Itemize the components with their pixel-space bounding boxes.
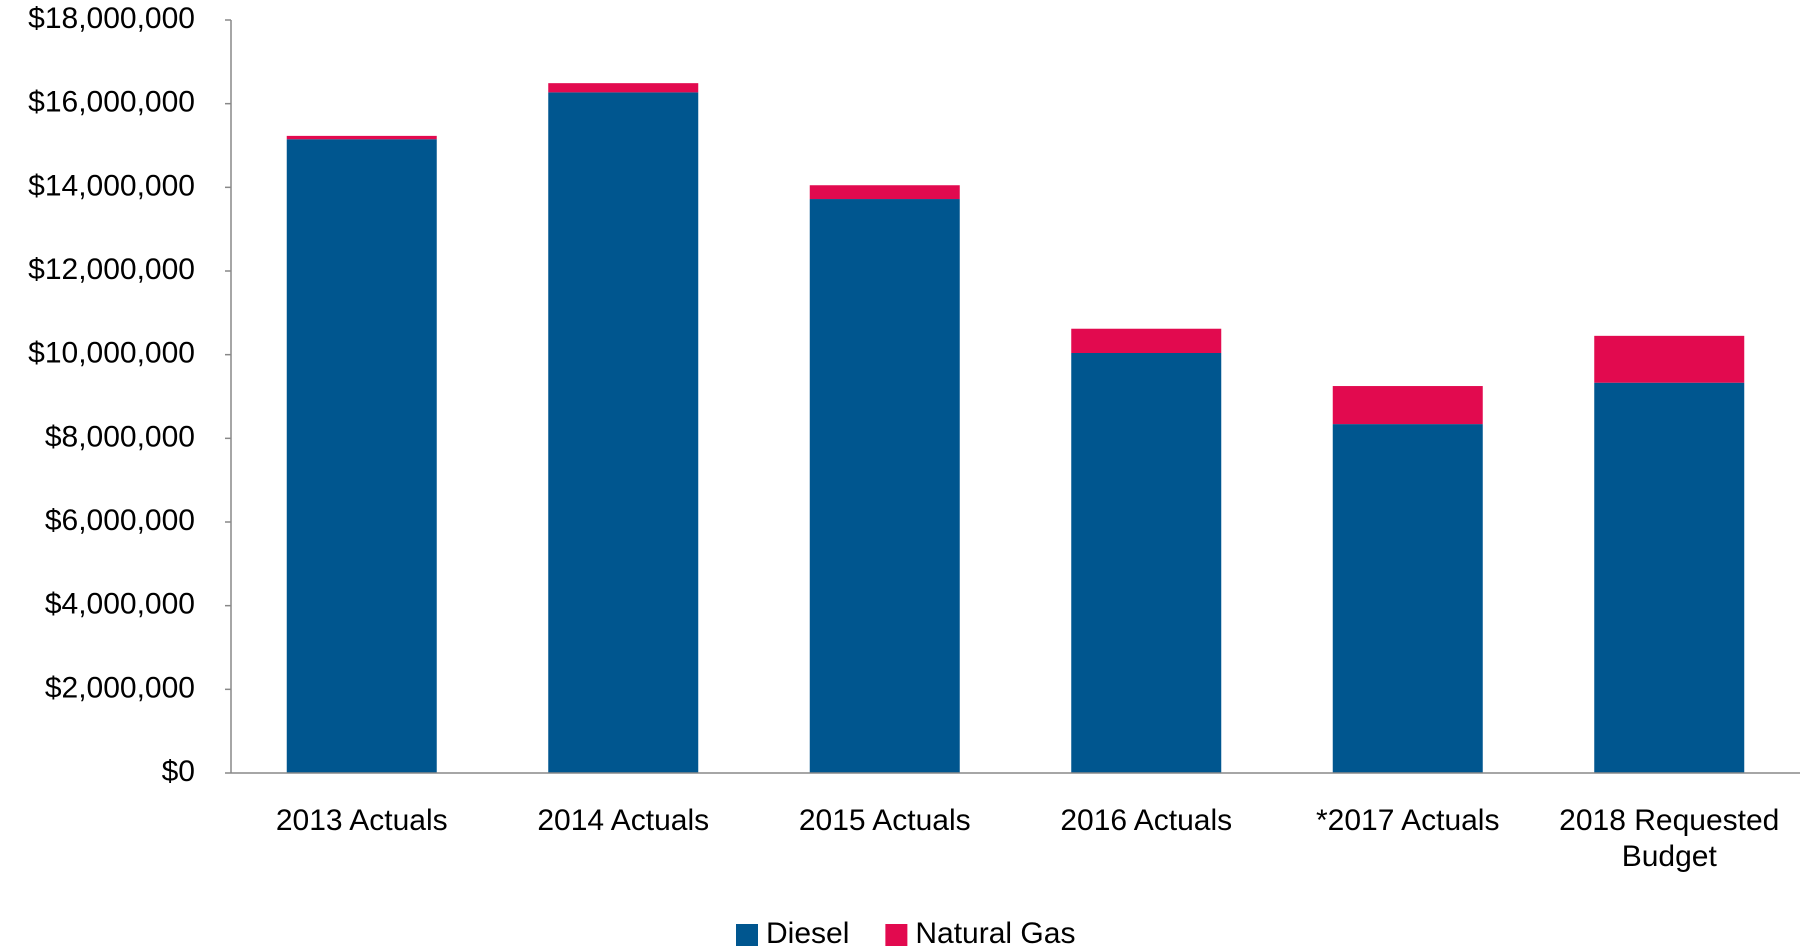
x-tick-label: *2017 Actuals [1316,804,1500,837]
x-tick-label: 2018 Requested Budget [1559,804,1780,873]
legend-label: Natural Gas [915,917,1075,950]
legend-swatch [885,924,908,946]
y-tick-label: $2,000,000 [45,671,195,704]
bar-segment [1332,424,1483,773]
bar-segment [809,185,960,200]
y-tick-label: $18,000,000 [28,2,195,35]
y-tick-label: $4,000,000 [45,588,195,621]
bar-segment [548,92,699,774]
y-tick-label: $12,000,000 [28,253,195,286]
y-tick-label: $14,000,000 [28,169,195,202]
legend-label: Diesel [766,917,849,950]
y-tick-label: $0 [162,755,195,788]
bar-segment [286,139,437,774]
y-tick-label: $16,000,000 [28,86,195,119]
bar-segment [1594,382,1745,773]
y-tick-label: $6,000,000 [45,504,195,537]
bar-segment [286,135,437,140]
x-tick-label: 2016 Actuals [1060,804,1233,837]
bar-segment [809,199,960,774]
x-tick-label: 2015 Actuals [798,804,971,837]
bar-segment [1594,335,1745,383]
y-tick-label: $8,000,000 [45,420,195,453]
bar-segment [1071,328,1222,353]
bar-segment [1332,386,1483,425]
bar-segment [1071,352,1222,773]
bar-segment [548,83,699,93]
x-tick-label: 2014 Actuals [537,804,710,837]
x-tick-label: 2013 Actuals [275,804,448,837]
legend-swatch [736,924,758,946]
y-tick-label: $10,000,000 [28,337,195,370]
